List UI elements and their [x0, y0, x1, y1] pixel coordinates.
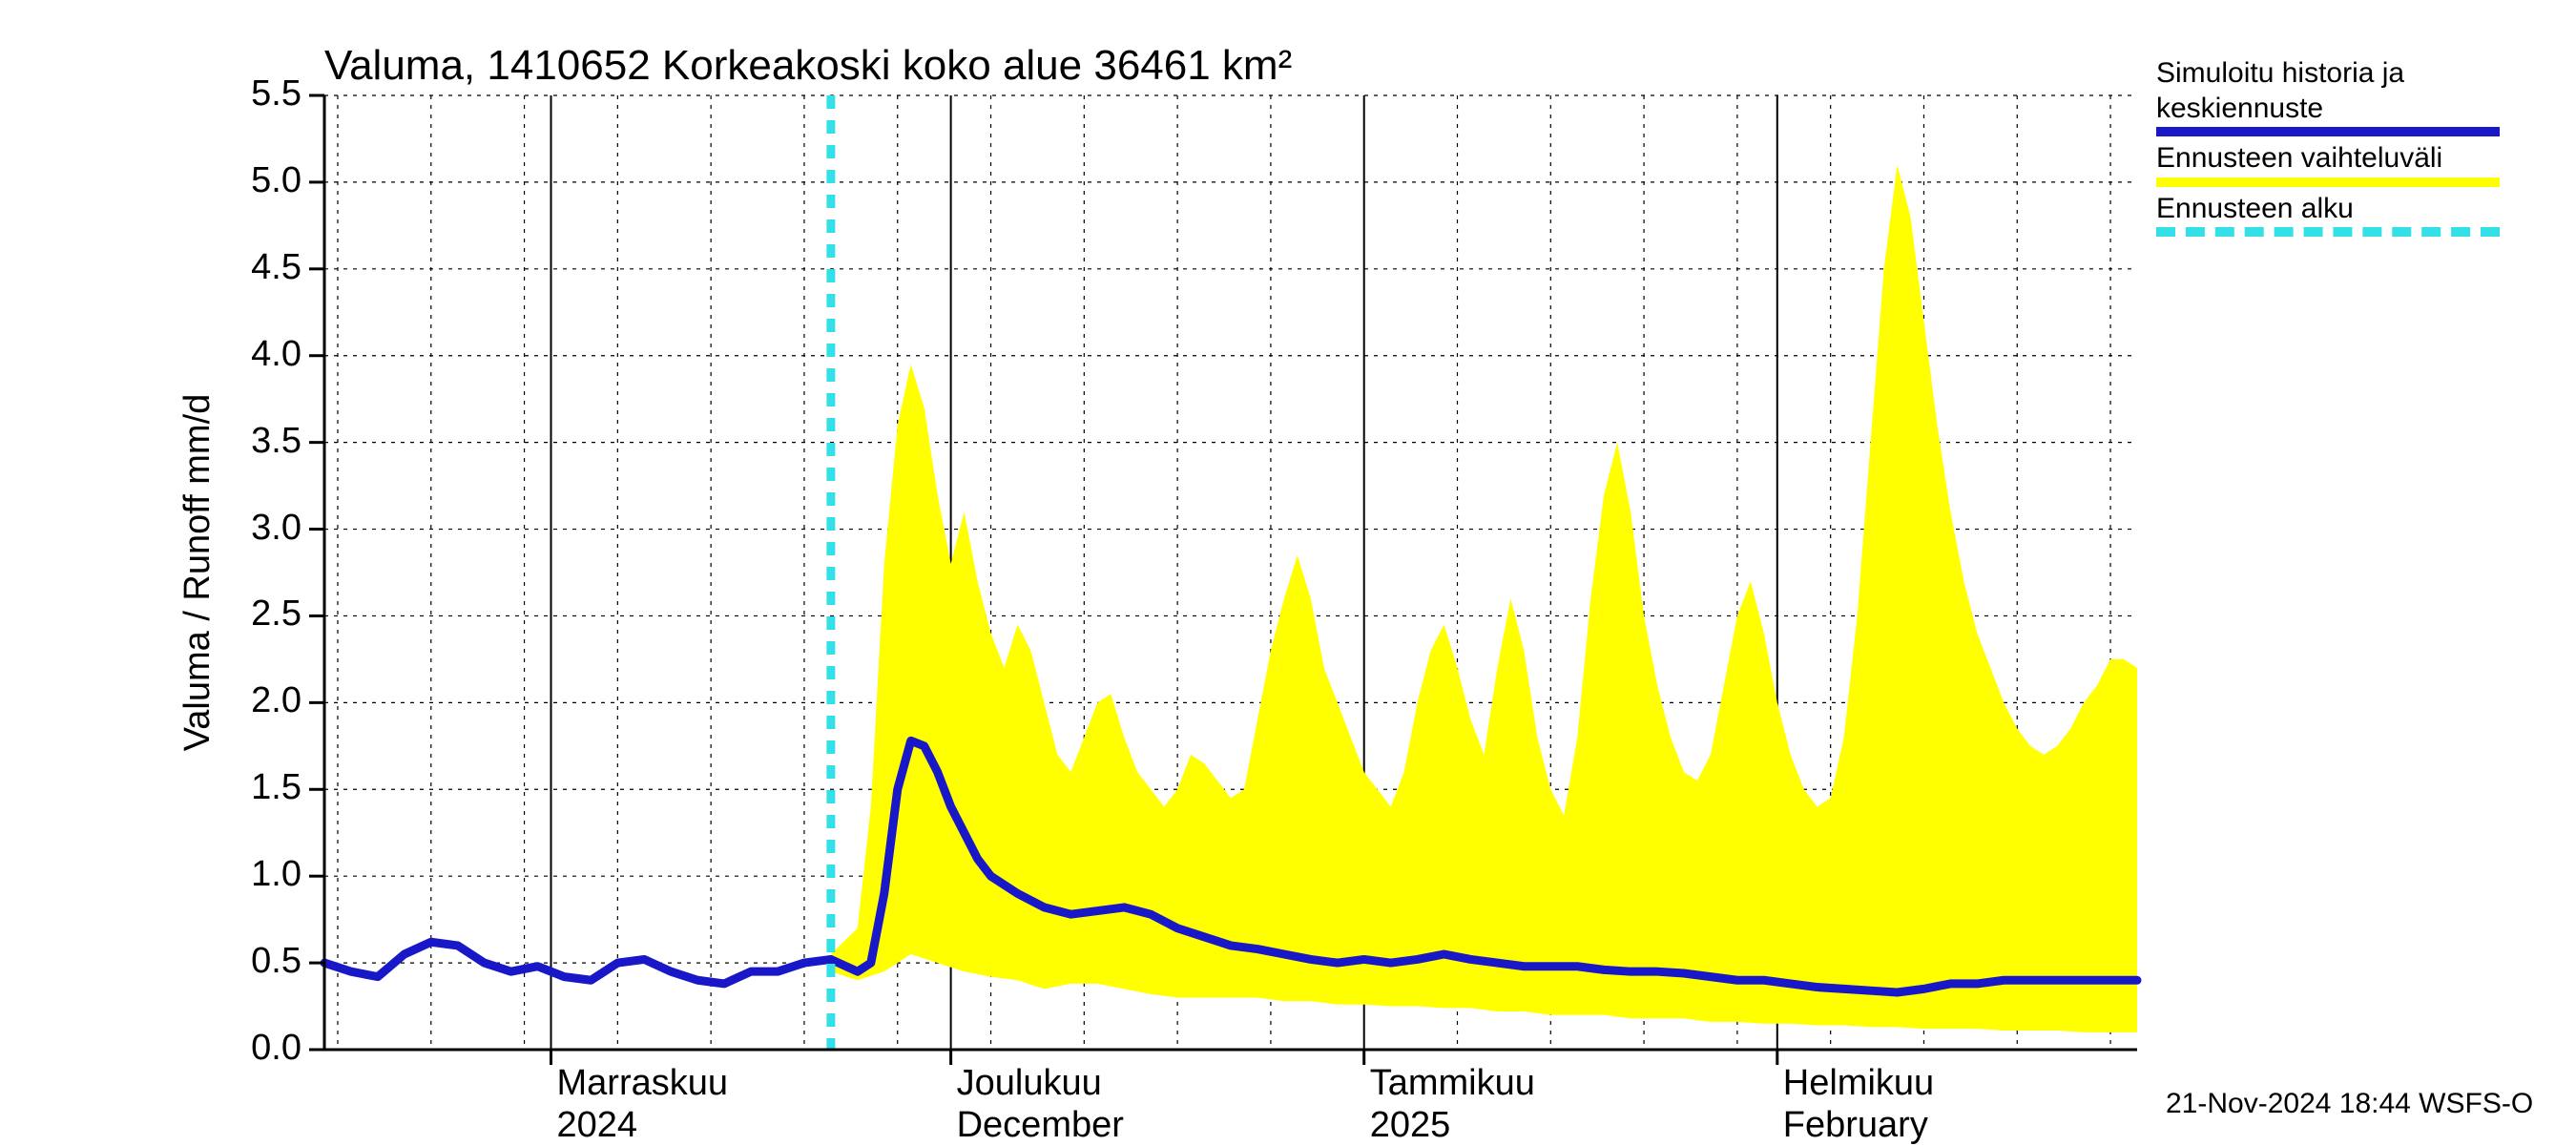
legend-swatch	[2156, 127, 2500, 136]
chart-container: Valuma / Runoff mm/d Valuma, 1410652 Kor…	[0, 0, 2576, 1145]
legend-entry: Simuloitu historia jakeskiennuste	[2156, 57, 2519, 136]
chart-legend: Simuloitu historia jakeskiennuste Ennuste…	[2156, 57, 2519, 242]
legend-label: Simuloitu historia ja	[2156, 57, 2519, 91]
legend-entry: Ennusteen vaihteluväli	[2156, 142, 2519, 187]
xtick-label: Tammikuu2025	[1370, 1063, 1535, 1146]
xtick-label: JoulukuuDecember	[957, 1063, 1124, 1146]
ytick-label: 0.0	[210, 1028, 301, 1069]
xtick-label: Marraskuu2024	[557, 1063, 729, 1146]
ytick-label: 2.5	[210, 594, 301, 635]
legend-entry: Ennusteen alku	[2156, 193, 2519, 238]
ytick-label: 3.5	[210, 421, 301, 462]
chart-timestamp: 21-Nov-2024 18:44 WSFS-O	[2166, 1088, 2533, 1120]
xtick-label: HelmikuuFebruary	[1783, 1063, 1934, 1146]
legend-swatch	[2156, 227, 2500, 237]
ytick-label: 4.0	[210, 334, 301, 375]
legend-label: Ennusteen vaihteluväli	[2156, 142, 2519, 176]
ytick-label: 2.0	[210, 680, 301, 721]
ytick-label: 0.5	[210, 941, 301, 982]
ytick-label: 4.5	[210, 247, 301, 288]
legend-label: Ennusteen alku	[2156, 193, 2519, 226]
ytick-label: 1.0	[210, 854, 301, 895]
legend-swatch	[2156, 177, 2500, 187]
ytick-label: 3.0	[210, 508, 301, 549]
ytick-label: 5.0	[210, 160, 301, 201]
ytick-label: 5.5	[210, 73, 301, 115]
legend-label: keskiennuste	[2156, 93, 2519, 126]
ytick-label: 1.5	[210, 767, 301, 808]
